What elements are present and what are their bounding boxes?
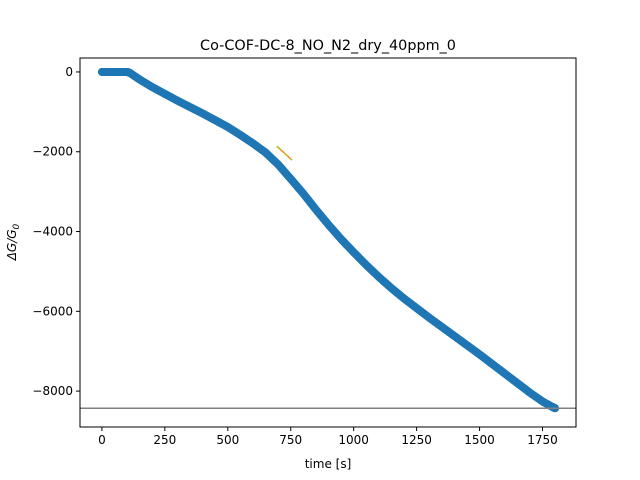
x-tick-label: 500 (216, 433, 239, 447)
y-axis-label-subscript: 0 (12, 223, 22, 229)
chart-title: Co-COF-DC-8_NO_N2_dry_40ppm_0 (200, 38, 456, 54)
x-tick-label: 1000 (338, 433, 369, 447)
plot-area (80, 67, 576, 413)
x-tick-label: 1500 (464, 433, 495, 447)
y-tick-label: −4000 (32, 225, 73, 239)
y-tick-label: 0 (65, 65, 73, 79)
x-tick-label: 750 (279, 433, 302, 447)
x-tick-label: 0 (98, 433, 106, 447)
y-axis-label: ΔG/G0 (5, 223, 22, 261)
y-tick-label: −8000 (32, 384, 73, 398)
y-axis: 0 −2000 −4000 −6000 −8000 (32, 65, 80, 398)
x-axis-label: time [s] (305, 457, 352, 471)
x-tick-label: 1250 (401, 433, 432, 447)
x-tick-label: 250 (153, 433, 176, 447)
x-axis: 0 250 500 750 1000 1250 1500 1750 (98, 427, 558, 447)
scatter-series (97, 67, 560, 413)
y-axis-label-main: ΔG/G (5, 229, 19, 261)
x-tick-label: 1750 (527, 433, 558, 447)
fit-line-overlay (276, 145, 293, 161)
y-tick-label: −6000 (32, 304, 73, 318)
y-tick-label: −2000 (32, 145, 73, 159)
axes-frame (79, 57, 577, 428)
